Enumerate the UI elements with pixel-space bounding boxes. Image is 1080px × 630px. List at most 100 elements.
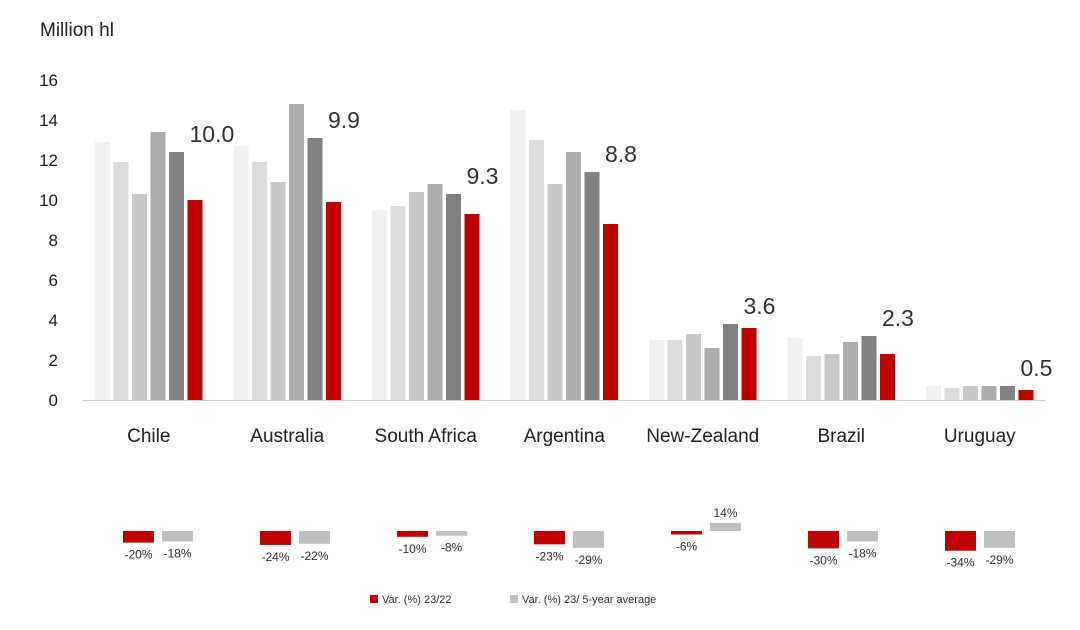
variation-label-avg: -29% (574, 553, 602, 567)
variation-label-avg: -22% (300, 549, 328, 563)
data-label: 9.9 (328, 107, 360, 133)
legend-swatch (510, 595, 518, 603)
variation-bar-avg (984, 531, 1015, 548)
bar (926, 386, 941, 400)
data-label: 2.3 (882, 305, 914, 331)
bar (667, 340, 683, 400)
variation-bar-yoy (945, 531, 976, 551)
bar (409, 192, 424, 400)
y-tick-label: 6 (49, 271, 58, 290)
bar (390, 206, 406, 400)
variation-label-avg: -18% (163, 546, 191, 560)
bar (880, 354, 895, 400)
variation-bar-yoy (397, 531, 428, 537)
x-tick-label: Brazil (817, 426, 865, 447)
bar (233, 146, 249, 400)
y-tick-label: 4 (49, 311, 58, 330)
variation-label-avg: -18% (848, 546, 876, 560)
bar (372, 210, 387, 400)
bar (529, 140, 544, 400)
bar (981, 386, 997, 400)
bar (446, 194, 461, 400)
y-axis-unit-label: Million hl (40, 20, 114, 41)
bar (843, 342, 858, 400)
bar (723, 324, 738, 400)
variation-bar-yoy (808, 531, 839, 549)
variation-label-avg: -8% (441, 541, 463, 555)
variation-bar-avg (436, 531, 467, 536)
y-tick-label: 16 (39, 71, 58, 90)
y-tick-label: 8 (49, 231, 58, 250)
bar (824, 354, 840, 400)
x-tick-label: South Africa (375, 426, 478, 447)
bar (547, 184, 563, 400)
bar (1000, 386, 1015, 400)
variation-bar-avg (847, 531, 878, 542)
bar (806, 356, 821, 400)
bar (584, 172, 600, 400)
data-label: 9.3 (467, 163, 499, 189)
variation-bar-avg (299, 531, 330, 544)
variation-bar-avg (573, 531, 604, 548)
data-label: 8.8 (605, 141, 637, 167)
x-tick-label: Argentina (524, 426, 606, 447)
bar (510, 110, 526, 400)
bar (326, 202, 341, 400)
variation-bar-avg (710, 522, 741, 531)
variation-bar-yoy (123, 531, 154, 543)
legend-label: Var. (%) 23/ 5-year average (522, 594, 656, 606)
bar (787, 338, 803, 400)
bar (95, 142, 110, 400)
variation-label-yoy: -6% (676, 539, 698, 553)
variation-label-yoy: -24% (261, 550, 289, 564)
legend-swatch (370, 595, 378, 603)
bar (464, 214, 480, 400)
bar (686, 334, 701, 400)
bar (270, 182, 286, 400)
bar (963, 386, 978, 400)
bar (704, 348, 720, 400)
variation-label-yoy: -23% (535, 549, 563, 563)
x-tick-label: Australia (250, 426, 324, 447)
variation-label-avg: -29% (985, 553, 1013, 567)
variation-bar-yoy (534, 531, 565, 545)
variation-label-yoy: -20% (124, 548, 152, 562)
bar (169, 152, 184, 400)
bar (861, 336, 877, 400)
variation-bar-yoy (671, 531, 702, 535)
legend-label: Var. (%) 23/22 (382, 594, 452, 606)
y-tick-label: 2 (49, 351, 58, 370)
bar (289, 104, 304, 400)
data-label: 10.0 (190, 121, 235, 147)
bar (187, 200, 203, 400)
variation-label-yoy: -34% (946, 556, 974, 570)
y-tick-label: 14 (39, 111, 58, 130)
variation-label-avg: 14% (713, 506, 737, 520)
bar (113, 162, 129, 400)
variation-bar-yoy (260, 531, 291, 545)
variation-label-yoy: -10% (398, 542, 426, 556)
x-tick-label: Uruguay (944, 426, 1016, 447)
bar (603, 224, 618, 400)
bar (427, 184, 443, 400)
bar (566, 152, 581, 400)
y-tick-label: 0 (49, 391, 58, 410)
variation-label-yoy: -30% (809, 553, 837, 567)
y-tick-label: 12 (39, 151, 58, 170)
data-label: 3.6 (744, 293, 776, 319)
variation-bar-avg (162, 531, 193, 542)
x-tick-label: Chile (127, 426, 170, 447)
data-label: 0.5 (1021, 355, 1053, 381)
bar (944, 388, 960, 400)
bar (307, 138, 323, 400)
bar (150, 132, 166, 400)
bar (132, 194, 147, 400)
bar (649, 340, 664, 400)
bar (1018, 390, 1034, 400)
bar (252, 162, 267, 400)
y-tick-label: 10 (39, 191, 58, 210)
bar (741, 328, 757, 400)
x-tick-label: New-Zealand (646, 426, 759, 447)
